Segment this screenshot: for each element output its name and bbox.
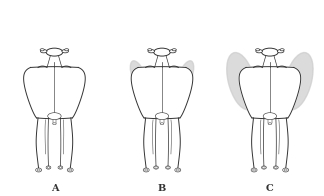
Ellipse shape — [62, 50, 68, 53]
Ellipse shape — [175, 168, 181, 172]
Ellipse shape — [283, 168, 289, 172]
Ellipse shape — [46, 166, 51, 169]
Polygon shape — [239, 67, 301, 119]
Text: B: B — [158, 184, 166, 193]
Ellipse shape — [263, 113, 277, 120]
Ellipse shape — [268, 123, 272, 125]
Ellipse shape — [143, 168, 149, 172]
Ellipse shape — [48, 113, 61, 120]
Ellipse shape — [261, 48, 278, 56]
Text: A: A — [51, 184, 58, 193]
Ellipse shape — [67, 168, 73, 172]
Polygon shape — [131, 67, 193, 119]
Ellipse shape — [155, 113, 169, 120]
Ellipse shape — [160, 123, 164, 125]
Ellipse shape — [46, 48, 63, 56]
Ellipse shape — [172, 49, 176, 51]
Ellipse shape — [261, 166, 266, 169]
Polygon shape — [24, 67, 85, 119]
Ellipse shape — [40, 49, 44, 51]
Ellipse shape — [29, 68, 38, 80]
Ellipse shape — [58, 166, 63, 169]
Ellipse shape — [40, 50, 47, 53]
Ellipse shape — [154, 166, 158, 169]
Ellipse shape — [148, 49, 152, 51]
Ellipse shape — [154, 48, 170, 56]
Ellipse shape — [175, 61, 194, 96]
Ellipse shape — [273, 166, 278, 169]
Ellipse shape — [169, 50, 176, 53]
Ellipse shape — [251, 168, 257, 172]
Ellipse shape — [256, 49, 260, 51]
Ellipse shape — [130, 61, 149, 96]
Ellipse shape — [277, 50, 284, 53]
Ellipse shape — [166, 166, 170, 169]
Ellipse shape — [256, 50, 262, 53]
Ellipse shape — [64, 49, 69, 51]
Ellipse shape — [284, 53, 313, 110]
Text: C: C — [266, 184, 274, 193]
Ellipse shape — [52, 123, 56, 125]
Ellipse shape — [36, 168, 41, 172]
Ellipse shape — [280, 49, 284, 51]
Ellipse shape — [227, 53, 256, 110]
Ellipse shape — [148, 50, 155, 53]
